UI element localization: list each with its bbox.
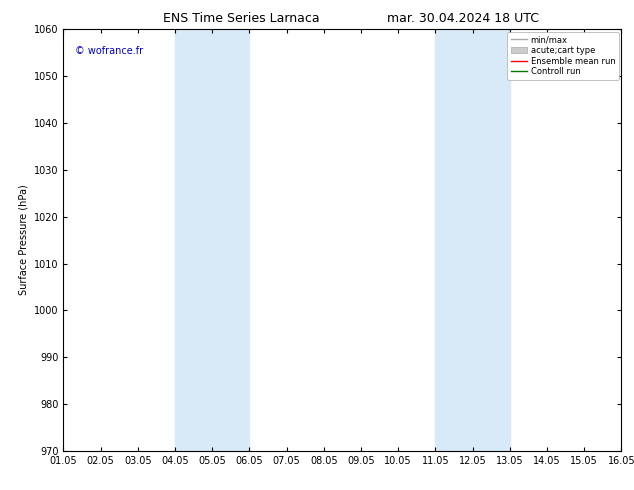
Text: © wofrance.fr: © wofrance.fr [75, 46, 143, 56]
Y-axis label: Surface Pressure (hPa): Surface Pressure (hPa) [18, 185, 29, 295]
Bar [175, 29, 249, 451]
Text: mar. 30.04.2024 18 UTC: mar. 30.04.2024 18 UTC [387, 12, 539, 25]
Text: ENS Time Series Larnaca: ENS Time Series Larnaca [162, 12, 320, 25]
Bar [436, 29, 510, 451]
Legend: min/max, acute;cart type, Ensemble mean run, Controll run: min/max, acute;cart type, Ensemble mean … [507, 32, 619, 79]
